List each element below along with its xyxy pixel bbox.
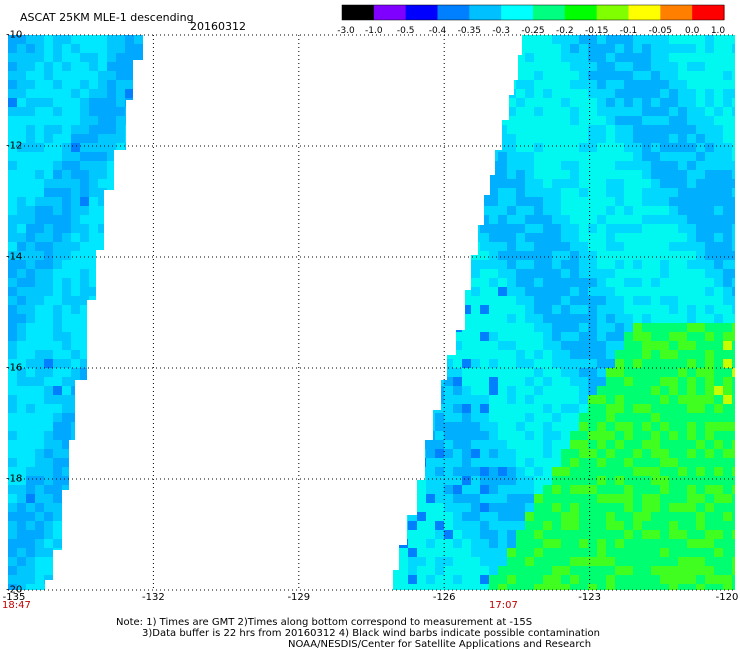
x-tick-label: -132 [142,592,165,603]
colorbar-label: -1.0 [365,26,383,36]
map-title: ASCAT 25KM MLE-1 descending [20,11,194,24]
left-swath-time: 18:47 [2,600,31,611]
colorbar-swatch [628,5,661,20]
colorbar-swatch [501,5,534,20]
colorbar-label: 1.0 [710,26,726,36]
colorbar-label: -0.1 [619,26,638,36]
colorbar-swatch [533,5,566,20]
colorbar-frame [341,4,725,21]
map-date: 20160312 [190,20,246,33]
colorbar-swatch [405,5,439,20]
colorbar-swatch [373,5,407,20]
colorbar-swatch [469,5,502,20]
colorbar [341,4,725,21]
x-tick-label: -129 [287,592,311,603]
y-tick-label: -20 [6,584,23,596]
right-swath-time: 17:07 [489,600,518,611]
colorbar-swatch [437,5,470,20]
colorbar-label: -0.2 [556,26,574,36]
right-swath [393,35,735,590]
x-tick-label: -123 [578,592,601,603]
x-tick-label: -126 [432,592,456,603]
colorbar-swatch [596,5,630,20]
y-tick-label: -10 [6,29,23,41]
note-line-1: Note: 1) Times are GMT 2)Times along bot… [116,617,533,628]
colorbar-label: -0.35 [457,26,481,36]
note-line-3: NOAA/NESDIS/Center for Satellite Applica… [288,639,592,650]
left-swath [8,35,143,590]
colorbar-label: 0.0 [684,26,700,36]
x-tick-label: -120 [715,592,739,603]
y-tick-label: -12 [6,140,23,152]
note-line-2: 3)Data buffer is 22 hrs from 20160312 4)… [142,628,600,639]
colorbar-swatch [342,5,375,20]
colorbar-label: -0.5 [396,26,415,36]
colorbar-swatch [660,5,693,20]
colorbar-swatch [564,5,598,20]
y-tick-label: -16 [6,362,23,374]
x-tick-label: -135 [2,592,26,603]
grid-lines [8,34,735,591]
colorbar-label: -0.3 [492,26,510,36]
colorbar-label: -3.0 [337,26,355,36]
y-tick-label: -18 [6,473,23,485]
colorbar-swatch [692,5,725,20]
colorbar-label: -0.05 [648,26,672,36]
y-tick-label: -14 [6,251,23,263]
colorbar-label: -0.15 [585,26,609,36]
colorbar-label: -0.4 [428,26,447,36]
colorbar-label: -0.25 [521,26,545,36]
